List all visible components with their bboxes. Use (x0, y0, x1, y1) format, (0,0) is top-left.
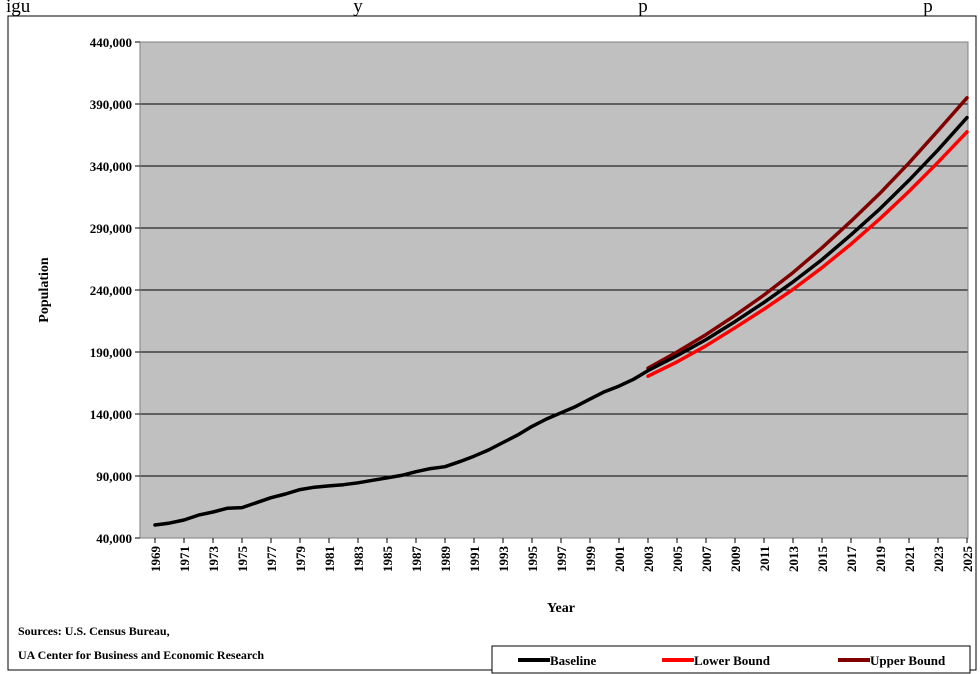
x-tick-label: 2003 (641, 546, 656, 573)
x-tick-label: 1993 (496, 546, 511, 573)
y-tick-label: 440,000 (90, 35, 132, 50)
x-tick-label: 1971 (177, 546, 192, 572)
figure-caption: igu y p p (6, 0, 980, 17)
y-tick-label: 90,000 (96, 469, 132, 484)
sources-line-2: UA Center for Business and Economic Rese… (18, 648, 264, 662)
sources-line-1: Sources: U.S. Census Bureau, (18, 624, 170, 638)
x-tick-label: 1979 (293, 546, 308, 573)
series-line-upper-bound (646, 96, 969, 370)
y-tick-label: 340,000 (90, 159, 132, 174)
series-line-baseline (153, 115, 969, 527)
x-tick-label: 2007 (699, 546, 714, 573)
x-tick-label: 1989 (438, 546, 453, 573)
x-tick-label: 1995 (525, 546, 540, 573)
y-tick-label: 140,000 (90, 407, 132, 422)
y-axis-ticks: 40,000 90,000 140,000 190,000 240,000 290,000… (90, 35, 140, 546)
y-tick-label: 190,000 (90, 345, 132, 360)
x-axis-title: Year (547, 601, 575, 616)
series-line-lower-bound (646, 130, 969, 378)
legend-label: Baseline (550, 653, 596, 668)
legend-label: Lower Bound (694, 653, 771, 668)
x-tick-label: 2009 (728, 546, 743, 573)
x-tick-label: 1981 (322, 546, 337, 572)
legend-box (491, 645, 971, 674)
y-axis-title: Population (37, 257, 52, 323)
legend-label: Upper Bound (870, 653, 946, 668)
y-tick-label: 240,000 (90, 283, 132, 298)
x-tick-label: 1983 (351, 546, 366, 573)
x-axis-ticks: 1969 1971 1973 1975 1977 1979 1981 1983 1985 1987… (148, 538, 975, 572)
x-tick-label: 1973 (206, 546, 221, 573)
x-tick-label: 1985 (380, 546, 395, 573)
y-tick-label: 390,000 (90, 97, 132, 112)
x-tick-label: 2001 (612, 546, 627, 572)
x-tick-label: 1997 (554, 546, 569, 573)
x-tick-label: 2019 (873, 546, 888, 573)
x-tick-label: 1999 (583, 546, 598, 573)
x-tick-label: 2011 (757, 546, 772, 571)
x-tick-label: 2025 (960, 546, 975, 573)
x-tick-label: 2013 (786, 546, 801, 573)
x-tick-label: 2023 (931, 546, 946, 573)
series-lines (153, 96, 969, 527)
x-tick-label: 1975 (235, 546, 250, 573)
x-tick-label: 1969 (148, 546, 163, 573)
x-tick-label: 1991 (467, 546, 482, 572)
x-tick-label: 2021 (902, 546, 917, 572)
x-tick-label: 2015 (815, 546, 830, 573)
x-tick-label: 2005 (670, 546, 685, 573)
x-tick-label: 1977 (264, 546, 279, 573)
legend: Baseline Lower Bound Upper Bound (491, 645, 971, 674)
x-tick-label: 1987 (409, 546, 424, 573)
x-tick-label: 2017 (844, 546, 859, 573)
y-tick-label: 290,000 (90, 221, 132, 236)
y-tick-label: 40,000 (96, 531, 132, 546)
